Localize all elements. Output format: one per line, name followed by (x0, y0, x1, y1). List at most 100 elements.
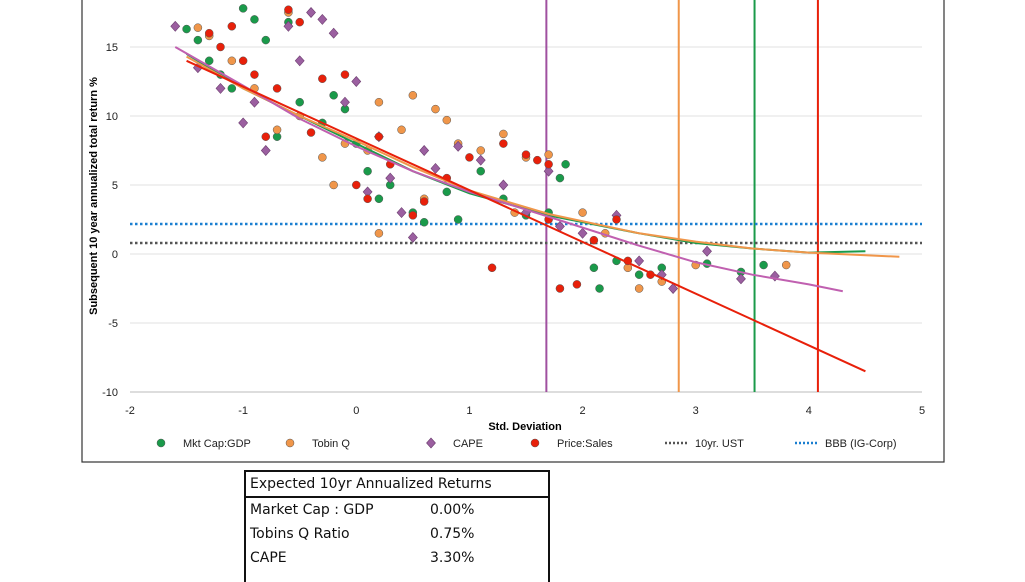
data-point (340, 96, 350, 108)
data-point (476, 166, 485, 176)
data-point (385, 172, 396, 184)
data-point (521, 150, 531, 159)
row-value: 3.30% (430, 550, 475, 566)
data-point (192, 62, 203, 74)
data-point (668, 283, 678, 294)
y-tick-label: 10 (106, 111, 118, 123)
row-label: Tobins Q Ratio (250, 526, 350, 542)
data-point (431, 104, 440, 114)
data-point (374, 132, 384, 141)
data-point (442, 187, 452, 197)
data-point (238, 4, 248, 13)
data-point (397, 125, 406, 135)
data-point (294, 55, 305, 67)
data-point (533, 155, 542, 165)
data-point (272, 84, 282, 93)
data-point (238, 56, 248, 66)
data-point (498, 179, 509, 191)
table-title: Expected 10yr Annualized Returns (246, 472, 548, 498)
data-point (408, 91, 418, 100)
data-point (555, 173, 565, 183)
data-point (544, 160, 553, 169)
legend-marker (426, 437, 436, 449)
data-point (453, 140, 464, 152)
y-tick-label: -10 (102, 387, 118, 399)
data-point (561, 160, 570, 169)
expected-returns-table: Expected 10yr Annualized Returns Market … (244, 470, 550, 582)
data-point (306, 128, 316, 137)
legend-label: Price:Sales (557, 438, 613, 450)
x-tick-label: 2 (580, 405, 586, 417)
data-point (476, 146, 485, 155)
y-tick-label: 15 (106, 42, 118, 54)
data-point (612, 215, 621, 224)
data-point (589, 263, 599, 273)
data-point (759, 260, 768, 270)
data-point (577, 227, 588, 239)
legend-label: CAPE (453, 438, 483, 450)
row-label: Market Cap : GDP (250, 502, 374, 518)
y-axis-title: Subsequent 10 year annualized total retu… (88, 77, 100, 315)
data-point (318, 153, 327, 162)
y-tick-label: 5 (112, 180, 118, 192)
data-point (215, 82, 226, 94)
data-point (170, 20, 181, 32)
data-point (736, 273, 746, 285)
data-point (204, 56, 214, 66)
legend-label: BBB (IG-Corp) (825, 438, 897, 450)
data-point (261, 132, 271, 141)
data-point (781, 260, 791, 270)
data-point (419, 197, 429, 206)
data-point (430, 162, 441, 174)
legend-marker (530, 438, 540, 448)
data-point (634, 284, 644, 293)
x-tick-label: -2 (125, 405, 135, 417)
data-point (306, 7, 316, 18)
data-point (702, 245, 712, 257)
data-point (589, 235, 599, 245)
data-point (363, 194, 372, 204)
x-tick-label: 3 (693, 405, 699, 417)
trendline (174, 46, 843, 293)
data-point (465, 153, 474, 162)
data-point (250, 15, 259, 24)
data-point (543, 165, 554, 177)
data-point (634, 270, 644, 279)
data-point (260, 145, 271, 156)
data-point (227, 84, 237, 93)
data-point (352, 180, 361, 190)
data-point (419, 218, 429, 227)
legend-label: Tobin Q (312, 438, 350, 450)
table-row: CAPE 3.30% (246, 546, 548, 570)
data-point (475, 154, 486, 166)
x-tick-label: 5 (919, 405, 925, 417)
legend-marker (156, 438, 166, 448)
data-point (318, 74, 327, 83)
data-point (442, 115, 452, 125)
data-point (238, 117, 249, 129)
row-label: CAPE (250, 550, 287, 566)
data-point (351, 76, 362, 87)
data-point (261, 35, 271, 45)
data-point (544, 150, 553, 159)
data-point (272, 125, 282, 135)
table-row: Tobins Q Ratio 0.75% (246, 522, 548, 546)
trendline (186, 59, 866, 373)
data-point (453, 215, 463, 224)
trendline (186, 55, 900, 258)
data-point (182, 24, 191, 34)
x-axis-title: Std. Deviation (488, 421, 562, 433)
data-point (193, 35, 203, 45)
data-point (374, 194, 384, 204)
data-point (227, 22, 237, 31)
data-point (363, 166, 372, 176)
row-value: 0.75% (430, 526, 475, 542)
data-point (329, 91, 338, 100)
data-point (328, 27, 339, 39)
y-tick-label: 0 (112, 249, 118, 261)
x-tick-label: -1 (238, 405, 248, 417)
x-tick-label: 1 (466, 405, 472, 417)
table-row: Market Cap : GDP 0.00% (246, 498, 548, 522)
data-point (295, 97, 304, 107)
data-point (216, 42, 225, 52)
